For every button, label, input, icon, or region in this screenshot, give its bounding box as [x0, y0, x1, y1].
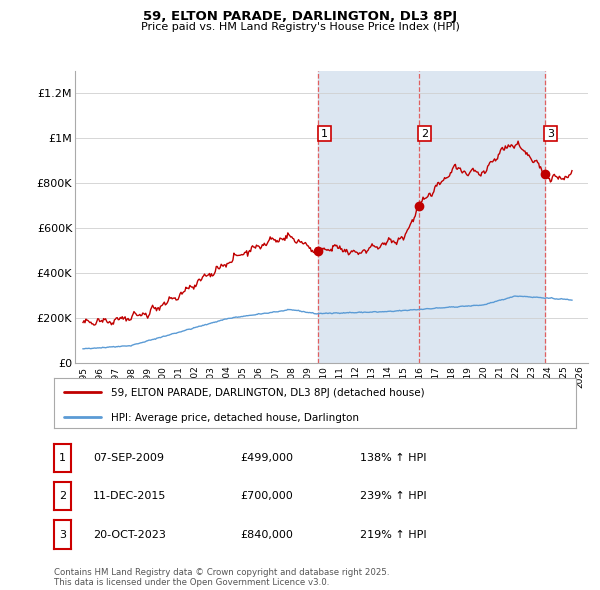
Text: 07-SEP-2009: 07-SEP-2009: [93, 453, 164, 463]
Text: 239% ↑ HPI: 239% ↑ HPI: [360, 491, 427, 501]
Text: 219% ↑ HPI: 219% ↑ HPI: [360, 530, 427, 539]
Text: 3: 3: [59, 530, 66, 539]
Text: £840,000: £840,000: [240, 530, 293, 539]
Text: Contains HM Land Registry data © Crown copyright and database right 2025.
This d: Contains HM Land Registry data © Crown c…: [54, 568, 389, 587]
Text: 11-DEC-2015: 11-DEC-2015: [93, 491, 166, 501]
Text: Price paid vs. HM Land Registry's House Price Index (HPI): Price paid vs. HM Land Registry's House …: [140, 22, 460, 32]
Text: 1: 1: [59, 453, 66, 463]
Bar: [419, 71, 545, 363]
Text: 3: 3: [547, 129, 554, 139]
Bar: [319, 71, 419, 363]
Text: 59, ELTON PARADE, DARLINGTON, DL3 8PJ: 59, ELTON PARADE, DARLINGTON, DL3 8PJ: [143, 10, 457, 23]
Text: 2: 2: [421, 129, 428, 139]
Text: 2: 2: [59, 491, 66, 501]
Text: 138% ↑ HPI: 138% ↑ HPI: [360, 453, 427, 463]
Text: £499,000: £499,000: [240, 453, 293, 463]
Text: 20-OCT-2023: 20-OCT-2023: [93, 530, 166, 539]
Text: 1: 1: [321, 129, 328, 139]
Text: 59, ELTON PARADE, DARLINGTON, DL3 8PJ (detached house): 59, ELTON PARADE, DARLINGTON, DL3 8PJ (d…: [112, 388, 425, 398]
Text: £700,000: £700,000: [240, 491, 293, 501]
Text: HPI: Average price, detached house, Darlington: HPI: Average price, detached house, Darl…: [112, 413, 359, 422]
